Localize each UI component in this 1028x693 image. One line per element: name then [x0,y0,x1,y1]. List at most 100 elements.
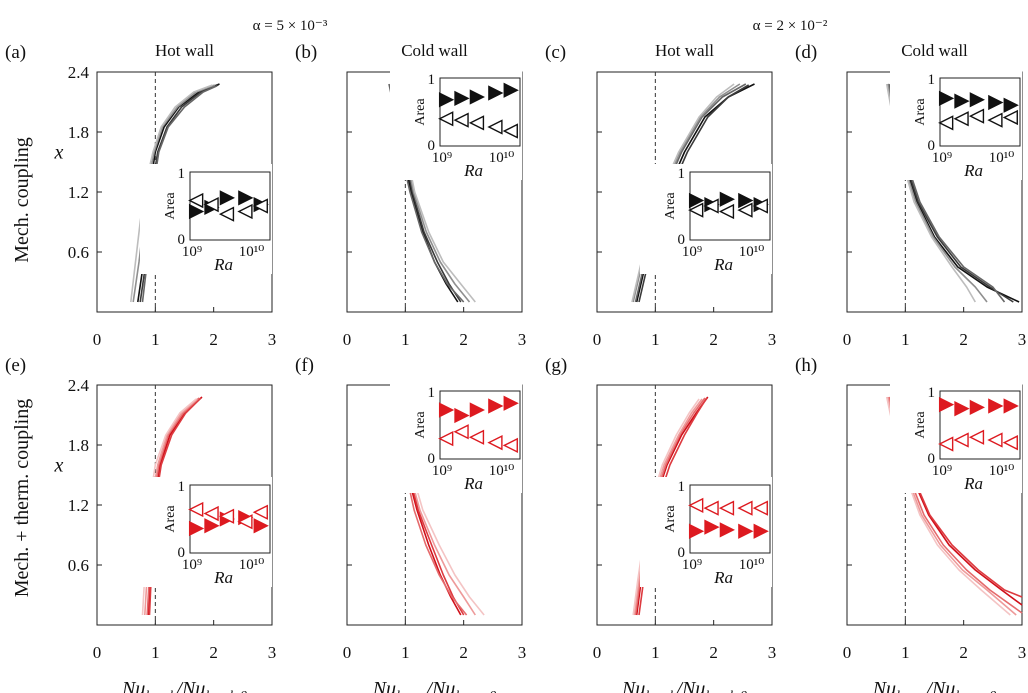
inset-frame [939,390,1021,460]
inset-marker-filled [938,396,955,413]
panel-title: Hot wall [155,41,214,60]
inset-marker-open [1002,109,1018,126]
inset-y-tick-label: 0 [178,232,186,248]
y-tick-label: 0.6 [68,556,89,575]
inset-frame [439,77,521,147]
inset-marker-open [752,198,768,214]
x-tick-label: 1 [151,643,160,662]
inset-x-tick-label: 10⁹ [432,150,452,166]
inset-marker-filled [253,518,269,534]
inset-marker-open [688,497,704,514]
x-tick-label: 2 [959,330,968,349]
panel-f: (f)0123Nuloc, c​/Nuloc, c,0​10Area10⁹10¹… [295,355,526,693]
inset-background [140,164,272,274]
inset-marker-open [703,500,719,516]
inset-marker-filled [969,399,985,415]
inset-x-tick-label: 10¹⁰ [989,150,1015,166]
inset-marker-open [203,505,219,522]
x-tick-label: 1 [401,643,410,662]
inset-marker-open [953,111,969,127]
inset-marker-filled [238,190,254,206]
inset-marker-open [703,198,719,214]
inset-y-tick-label: 0 [178,545,186,561]
inset-y-axis-label: Area [413,98,428,126]
inset-frame [689,484,771,554]
inset-x-axis-label: Ra [963,474,983,493]
inset-marker-open [468,115,485,131]
x-tick-label: 3 [518,643,527,662]
series-line [130,84,213,303]
inset-marker-open [502,437,518,454]
alpha-label-left: α = 5 × 10⁻³ [253,18,328,34]
inset-x-tick-label: 10¹⁰ [239,557,265,573]
panel-e: (e) 0 1 2 3 0.6 1.2 1.8 2.4 x Nuloc, h​/Nuloc, h,0… [5,355,276,693]
x-tick-label: 3 [268,643,277,662]
inset-marker-open [252,198,268,214]
x-tick-label: 2 [209,330,218,349]
inset-marker-filled [988,94,1004,111]
inset-x-tick-label: 10⁹ [182,244,202,260]
panel-label: (g) [545,355,567,376]
inset-marker-open [752,500,768,516]
inset-marker-open [1002,435,1018,451]
inset-marker-filled [503,82,519,98]
panel-label: (c) [545,42,566,63]
inset-y-tick-label: 1 [928,385,936,401]
row-label-mech-therm: Mech. + therm. coupling [11,399,33,597]
inset-marker-open [968,429,985,445]
inset-marker-open [737,202,753,218]
y-axis-label: x [54,141,64,163]
inset-marker-open [487,435,503,451]
inset-x-axis-label: Ra [463,161,483,180]
x-tick-label: 1 [651,643,660,662]
y-tick-label: 0.6 [68,243,89,262]
inset-y-tick-label: 1 [178,166,186,182]
inset-marker-open [688,202,704,218]
x-axis-label: Nuloc, c​/Nuloc, c,0​ [372,678,496,693]
x-tick-label: 0 [93,330,102,349]
inset-marker-filled [688,523,705,539]
inset-marker-open [237,514,253,530]
inset-marker-filled [204,518,220,534]
inset-x-axis-label: Ra [963,161,983,180]
inset-x-tick-label: 10¹⁰ [989,463,1015,479]
inset-marker-filled [188,520,205,537]
panel-label: (a) [5,42,26,63]
inset-x-tick-label: 10⁹ [682,557,702,573]
x-tick-label: 0 [343,643,352,662]
x-tick-label: 0 [843,330,852,349]
inset-marker-filled [438,402,455,418]
inset-y-tick-label: 0 [428,451,436,467]
inset-marker-filled [938,90,955,107]
inset-frame [939,77,1021,147]
inset-marker-open [718,203,735,220]
panel-title: Cold wall [901,41,968,60]
inset-marker-open [453,424,469,440]
inset-marker-filled [738,192,754,209]
inset-marker-open [188,192,204,209]
inset-y-tick-label: 1 [678,166,686,182]
inset-y-tick-label: 0 [428,138,436,154]
inset-y-tick-label: 0 [678,545,686,561]
inset-y-axis-label: Area [413,411,428,439]
inset-x-tick-label: 10¹⁰ [489,150,515,166]
inset-y-axis-label: Area [663,505,678,533]
inset-marker-filled [1003,97,1019,113]
inset-x-axis-label: Ra [713,568,733,587]
inset-marker-open [438,111,454,127]
inset-marker-filled [988,398,1004,414]
x-tick-label: 0 [593,643,602,662]
inset-marker-filled [704,519,720,535]
x-axis-label: Nuloc, c​/Nuloc, c,0​ [872,678,996,693]
x-axis-label: Nuloc, h​/Nuloc, h,0​ [121,678,247,693]
panel-label: (f) [295,355,314,376]
inset-marker-open [987,432,1003,448]
inset-x-tick-label: 10⁹ [932,463,952,479]
